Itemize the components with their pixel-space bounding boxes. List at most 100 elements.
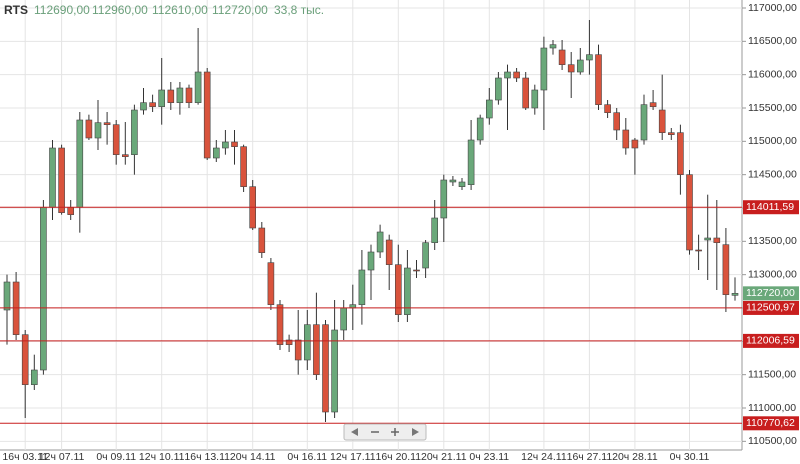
scroll-left[interactable] bbox=[345, 425, 365, 439]
candle-body bbox=[613, 112, 621, 131]
candle-body bbox=[394, 264, 402, 315]
y-tick-label: 115500,00 bbox=[748, 102, 797, 114]
candle-body bbox=[140, 102, 147, 111]
candle-body bbox=[686, 174, 693, 251]
candle-body bbox=[85, 119, 93, 139]
candle-body bbox=[540, 47, 548, 91]
candle-body bbox=[49, 147, 56, 208]
candle-body bbox=[576, 59, 584, 73]
candle-body bbox=[149, 102, 156, 107]
level-tag bbox=[743, 416, 799, 431]
level-label: 110770,62 bbox=[746, 417, 795, 429]
level-label: 114011,59 bbox=[746, 201, 794, 213]
candle-body bbox=[695, 249, 702, 252]
y-tick-label: 116500,00 bbox=[748, 35, 797, 47]
candle-body bbox=[231, 141, 238, 147]
navigator bbox=[343, 423, 427, 441]
candle-body bbox=[495, 77, 502, 101]
icon bbox=[412, 428, 419, 436]
y-tick-label: 111000,00 bbox=[748, 402, 796, 414]
candle-body bbox=[3, 281, 11, 311]
candle-body bbox=[21, 334, 29, 385]
candle-body bbox=[422, 242, 429, 269]
y-tick-label: 114500,00 bbox=[748, 168, 797, 180]
level-tag bbox=[743, 333, 799, 348]
x-tick-label: 0ч 09.11 bbox=[96, 451, 136, 463]
candle-body bbox=[158, 89, 165, 107]
zoom-in[interactable] bbox=[385, 425, 405, 439]
x-tick-label: 0ч 16.11 bbox=[287, 451, 327, 463]
candle-body bbox=[704, 237, 712, 241]
x-tick-label: 16ч 20.11 bbox=[376, 451, 422, 463]
last-price-label: 112720,00 bbox=[746, 287, 795, 299]
y-tick-label: 117000,00 bbox=[748, 2, 797, 14]
candle-body bbox=[222, 141, 229, 149]
candle-body bbox=[522, 77, 530, 109]
candle-body bbox=[58, 147, 65, 213]
candle-body bbox=[40, 207, 47, 371]
candle-body bbox=[240, 146, 247, 187]
x-tick-label: 16ч 27.11 bbox=[567, 451, 613, 463]
last-price-tag bbox=[743, 286, 799, 301]
icon bbox=[351, 428, 358, 436]
high: 112960,00 bbox=[92, 3, 148, 17]
candle-body bbox=[185, 87, 193, 103]
candle-body bbox=[213, 147, 220, 159]
candle-body bbox=[731, 293, 739, 296]
candle-body bbox=[112, 124, 120, 155]
x-tick-label: 12ч 10.11 bbox=[139, 451, 185, 463]
level-tag bbox=[743, 200, 799, 215]
y-tick-label: 115000,00 bbox=[748, 135, 797, 147]
candle-body bbox=[122, 154, 129, 157]
candle-body bbox=[131, 109, 138, 155]
candle-body bbox=[276, 304, 284, 345]
candle-body bbox=[440, 179, 448, 219]
symbol: RTS bbox=[4, 3, 28, 17]
candle-body bbox=[531, 89, 539, 109]
candle-body bbox=[640, 104, 648, 141]
candle-body bbox=[658, 109, 666, 133]
candle-body bbox=[94, 122, 102, 139]
candle-body bbox=[167, 89, 175, 103]
candle-body bbox=[431, 217, 439, 243]
candle-body bbox=[331, 329, 338, 413]
candle-body bbox=[258, 227, 266, 253]
candle-body bbox=[622, 129, 630, 149]
candle-body bbox=[649, 102, 657, 107]
x-tick-label: 12ч 17.11 bbox=[330, 451, 376, 463]
candle-body bbox=[267, 262, 275, 305]
zoom-out[interactable] bbox=[365, 425, 385, 439]
level-label: 112500,97 bbox=[746, 302, 795, 314]
candle-body bbox=[476, 117, 484, 141]
volume: 33,8 тыс. bbox=[274, 3, 324, 17]
candle-body bbox=[504, 71, 511, 79]
candle-body bbox=[303, 324, 311, 361]
x-tick-label: 12ч 07.11 bbox=[39, 451, 85, 463]
x-tick-label: 20ч 14.11 bbox=[230, 451, 276, 463]
candle-body bbox=[485, 99, 493, 119]
y-tick-label: 116000,00 bbox=[748, 68, 797, 80]
x-tick-label: 16ч 03.11 bbox=[2, 451, 48, 463]
candle-body bbox=[385, 239, 393, 265]
candle-body bbox=[358, 269, 366, 305]
x-tick-label: 0ч 30.11 bbox=[670, 451, 710, 463]
candle-body bbox=[631, 139, 639, 149]
y-tick-label: 113500,00 bbox=[748, 235, 797, 247]
open: 112690,00 bbox=[34, 3, 90, 17]
candle-body bbox=[203, 71, 211, 159]
scroll-right[interactable] bbox=[405, 425, 425, 439]
candle-body bbox=[667, 132, 675, 135]
x-tick-label: 0ч 23.11 bbox=[469, 451, 509, 463]
candle-body bbox=[558, 49, 566, 65]
y-tick-label: 111500,00 bbox=[748, 368, 796, 380]
candle-body bbox=[413, 269, 420, 272]
candle-body bbox=[176, 87, 184, 103]
candle-body bbox=[604, 104, 611, 113]
candle-body bbox=[367, 251, 375, 271]
x-tick-label: 20ч 28.11 bbox=[612, 451, 658, 463]
candle-body bbox=[458, 181, 466, 187]
candle-body bbox=[313, 324, 320, 375]
